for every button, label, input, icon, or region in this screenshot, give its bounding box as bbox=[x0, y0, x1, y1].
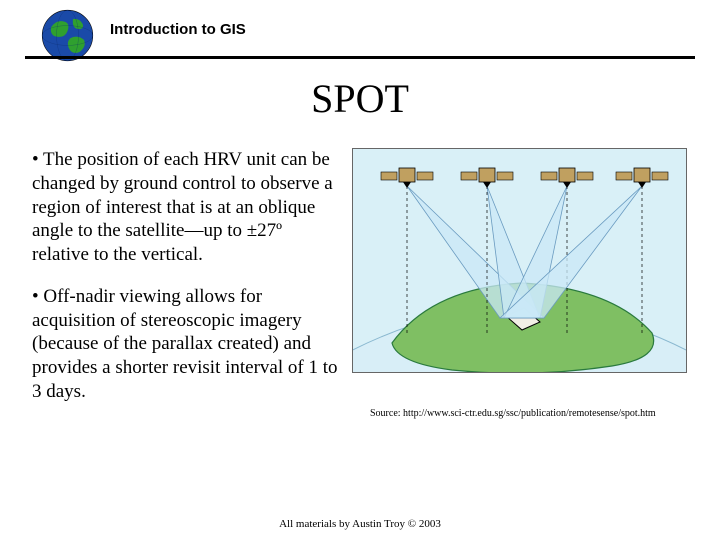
globe-icon bbox=[40, 8, 95, 63]
header-rule bbox=[25, 56, 695, 59]
bullet-1: • The position of each HRV unit can be c… bbox=[32, 148, 342, 267]
body-text: • The position of each HRV unit can be c… bbox=[32, 148, 342, 422]
source-citation: Source: http://www.sci-ctr.edu.sg/ssc/pu… bbox=[370, 408, 690, 419]
header: Introduction to GIS bbox=[25, 6, 695, 66]
footer-copyright: All materials by Austin Troy © 2003 bbox=[0, 518, 720, 530]
course-title: Introduction to GIS bbox=[110, 21, 246, 38]
slide: Introduction to GIS SPOT • The position … bbox=[0, 0, 720, 540]
slide-title: SPOT bbox=[0, 75, 720, 122]
bullet-2: • Off-nadir viewing allows for acquisiti… bbox=[32, 285, 342, 404]
spot-diagram bbox=[352, 148, 687, 373]
